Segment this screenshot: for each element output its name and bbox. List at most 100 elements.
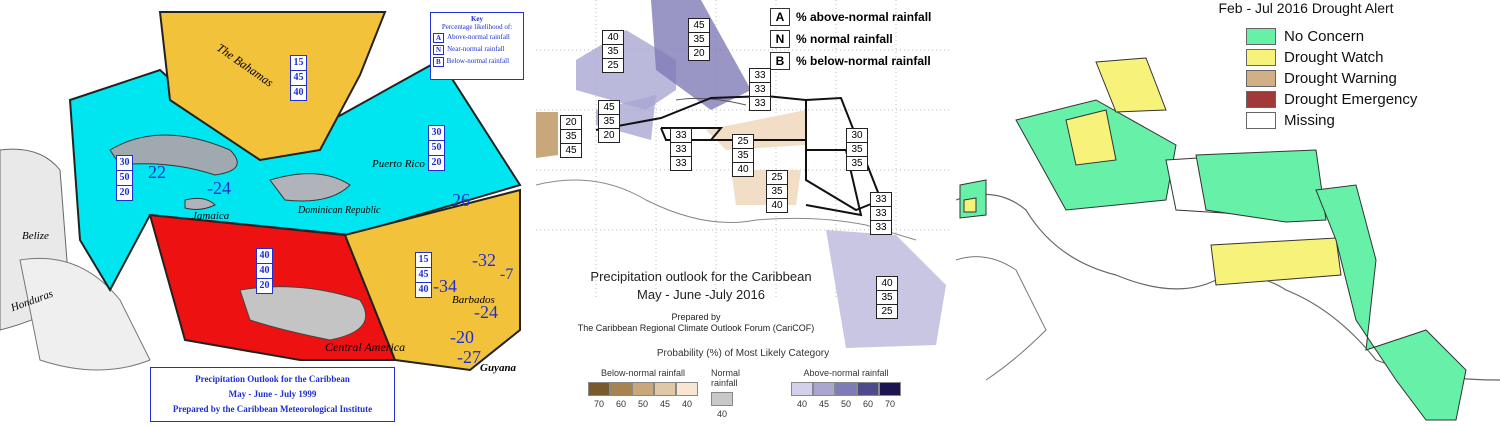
legend-label: Drought Warning — [1284, 70, 1397, 87]
box-value: 40 — [416, 282, 431, 297]
prob-value: 33 — [875, 194, 887, 205]
anomaly-value: -32 — [472, 250, 496, 270]
legend-label: No Concern — [1284, 28, 1365, 45]
drought-title: Feb - Jul 2016 Drought Alert — [1218, 0, 1394, 16]
anomaly-value: -24 — [474, 302, 498, 322]
colorbar-swatch — [711, 392, 733, 406]
bahamas-box: 15 45 40 — [290, 55, 307, 101]
key-row-a: A Above-normal rainfall — [433, 33, 521, 43]
zone-west-watch — [963, 197, 977, 213]
colorbar-group-label: Below-normal rainfall — [600, 368, 686, 378]
legend-above: A % above-normal rainfall — [770, 8, 931, 26]
box-value: 40 — [291, 85, 306, 100]
title-line: May - June - July 1999 — [228, 389, 317, 399]
anomaly-value: 26 — [452, 190, 470, 210]
prob-value: 35 — [847, 156, 867, 170]
prepared-by-2016: Prepared by The Caribbean Regional Clima… — [546, 312, 846, 334]
place-label: Central America — [325, 340, 406, 354]
box-value: 40 — [259, 250, 270, 261]
prob-box: 40 35 25 — [602, 30, 624, 73]
key-label: Near-normal rainfall — [447, 45, 505, 53]
prob-value: 45 — [561, 143, 581, 157]
venezuela-coast — [239, 286, 367, 341]
colorbar-tick: 40 — [681, 399, 692, 409]
outlook-map-2016: A % above-normal rainfall N % normal rainf… — [536, 0, 950, 430]
box-value: 15 — [418, 254, 429, 265]
colorbar-group: Below-normal rainfall 70 60 50 45 40 — [588, 368, 698, 409]
legend-label: % below-normal rainfall — [796, 54, 931, 68]
place-label: Dominican Republic — [298, 205, 381, 216]
place-label: Jamaica — [192, 210, 230, 222]
legend-letter: A — [770, 8, 790, 26]
zone-watch-bahamas — [1095, 57, 1167, 113]
key-letter: N — [433, 45, 445, 55]
colorbar-tick: 60 — [862, 399, 873, 409]
coastline — [536, 179, 917, 241]
box-value: 20 — [429, 155, 444, 170]
prob-value: 25 — [603, 58, 623, 72]
prob-value: 33 — [750, 82, 770, 96]
place-label: Puerto Rico — [372, 158, 425, 170]
legend-no-concern: No Concern — [1246, 28, 1364, 45]
prob-box: 25 35 40 — [766, 170, 788, 213]
box-value: 30 — [431, 127, 442, 138]
colorbar-group-label: Normal rainfall — [711, 368, 741, 388]
colorbar-swatch — [588, 382, 610, 396]
colorbar-swatch — [791, 382, 813, 396]
legend-label: Drought Emergency — [1284, 91, 1418, 108]
zone-bahamas — [158, 11, 387, 162]
legend-emergency: Drought Emergency — [1246, 91, 1417, 108]
key-title: Key — [470, 15, 484, 23]
anomaly-value: -7 — [500, 266, 514, 283]
anomaly-value: -34 — [433, 276, 457, 296]
prob-value: 40 — [733, 162, 753, 176]
prob-value: 40 — [607, 32, 619, 43]
zone-no-concern-arc — [1315, 184, 1467, 421]
title-line: Precipitation outlook for the Caribbean — [590, 269, 812, 284]
prob-box: 45 35 20 — [688, 18, 710, 61]
colorbar-group: Normal rainfall 40 — [711, 368, 741, 419]
colorbar-tick: 60 — [615, 399, 626, 409]
zone-watch — [1065, 109, 1117, 166]
legend-label: % above-normal rainfall — [796, 10, 932, 24]
legend-swatch — [1246, 49, 1276, 66]
prob-value: 33 — [871, 206, 891, 220]
colorbar-swatch — [632, 382, 654, 396]
honduras-land — [19, 257, 151, 371]
prob-value: 45 — [603, 102, 615, 113]
legend-swatch — [1246, 91, 1276, 108]
prob-value: 20 — [565, 117, 577, 128]
colorbar-swatch — [835, 382, 857, 396]
key-row-b: B Below-normal rainfall — [433, 57, 521, 67]
prob-value: 45 — [693, 20, 705, 31]
cuba-island — [109, 134, 238, 176]
prob-value: 25 — [877, 304, 897, 318]
prob-value: 33 — [754, 70, 766, 81]
prob-value: 33 — [871, 220, 891, 234]
cuba-box: 30 50 20 — [116, 155, 133, 201]
anomaly-value: -27 — [457, 347, 481, 367]
colorbar-tick: 45 — [659, 399, 670, 409]
key-label: Below-normal rainfall — [446, 57, 510, 65]
prob-box: 25 35 40 — [732, 134, 754, 177]
prob-value: 35 — [689, 32, 709, 46]
box-value: 50 — [117, 170, 132, 185]
prob-value: 40 — [767, 198, 787, 212]
box-value: 15 — [293, 57, 304, 68]
prob-value: 33 — [671, 142, 691, 156]
prob-box: 40 35 25 — [876, 276, 898, 319]
zone-outline-3 — [805, 96, 883, 212]
colorbar-swatch — [654, 382, 676, 396]
prob-box: 45 35 20 — [598, 100, 620, 143]
prob-value: 30 — [851, 130, 863, 141]
prob-box: 33 33 33 — [670, 128, 692, 171]
box-value: 30 — [119, 157, 130, 168]
outlook-map-1999: Key Percentage likelihood of: A Above-nor… — [0, 0, 530, 430]
prob-value: 35 — [847, 142, 867, 156]
zone-southeast — [343, 188, 521, 372]
legend-normal: N % normal rainfall — [770, 30, 893, 48]
prob-value: 35 — [877, 290, 897, 304]
legend-watch: Drought Watch — [1246, 49, 1384, 66]
prob-value: 25 — [737, 136, 749, 147]
colorbar-tick: 45 — [818, 399, 829, 409]
